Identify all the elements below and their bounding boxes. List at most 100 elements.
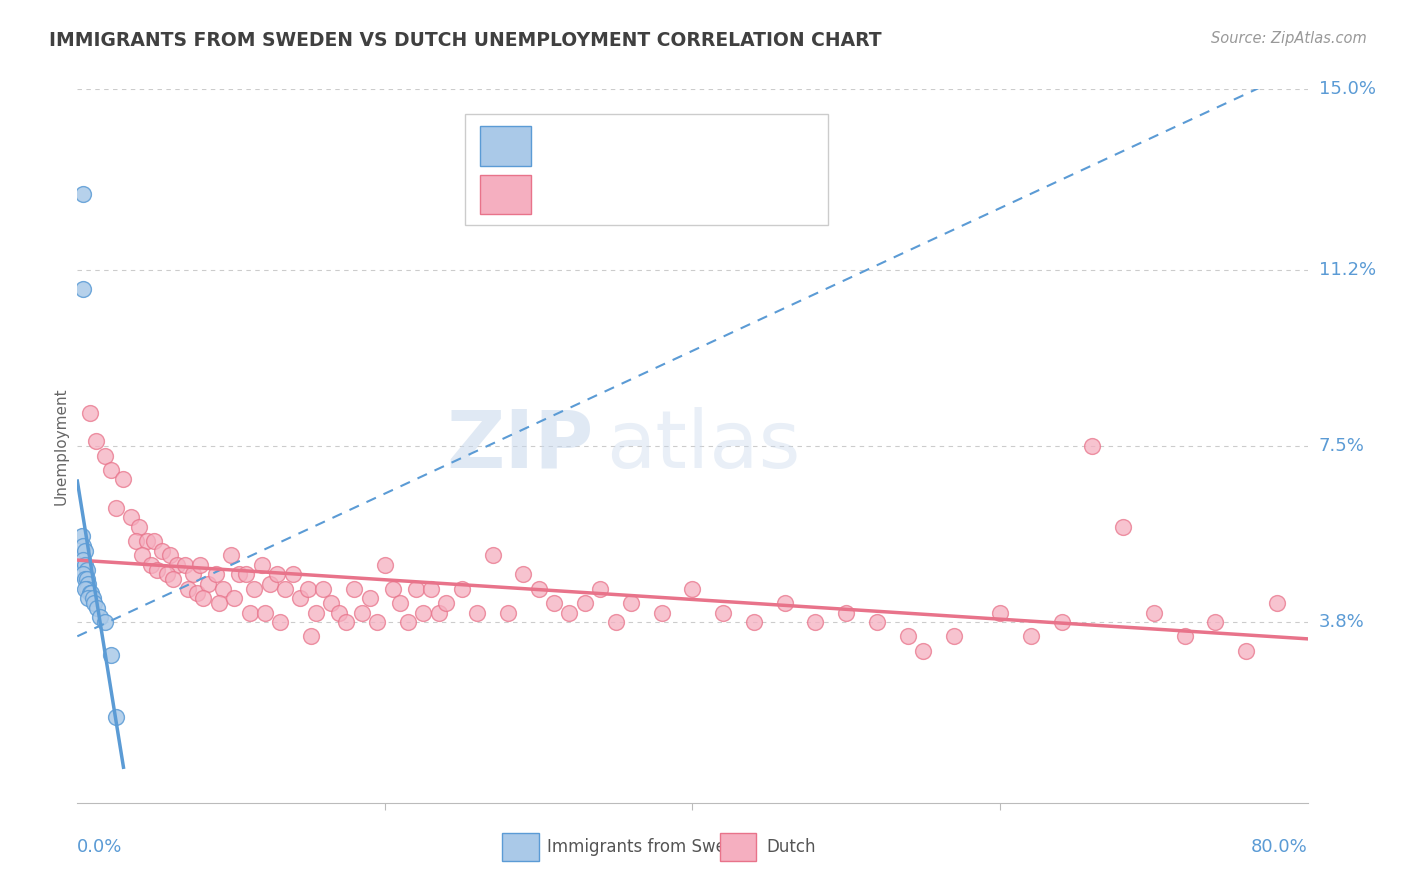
Point — [128, 520, 150, 534]
Point — [259, 577, 281, 591]
FancyBboxPatch shape — [502, 833, 538, 862]
Point — [239, 606, 262, 620]
Point — [72, 282, 94, 296]
Point — [427, 606, 450, 620]
Point — [72, 186, 94, 201]
Point — [197, 577, 219, 591]
Point — [527, 582, 550, 596]
Point — [804, 615, 827, 629]
FancyBboxPatch shape — [465, 114, 828, 225]
Point — [174, 558, 197, 572]
Text: atlas: atlas — [606, 407, 800, 485]
Point — [104, 500, 127, 515]
Point — [1081, 439, 1104, 453]
Text: Dutch: Dutch — [766, 838, 815, 856]
Point — [94, 449, 117, 463]
Point — [72, 539, 94, 553]
Text: 7.5%: 7.5% — [1319, 437, 1365, 455]
Point — [80, 586, 103, 600]
Point — [496, 606, 519, 620]
Point — [155, 567, 177, 582]
Point — [112, 472, 135, 486]
Point — [374, 558, 396, 572]
Point — [1265, 596, 1288, 610]
Point — [166, 558, 188, 572]
Point — [181, 567, 204, 582]
FancyBboxPatch shape — [720, 833, 756, 862]
Point — [208, 596, 231, 610]
Point — [389, 596, 412, 610]
Text: 11.2%: 11.2% — [1319, 261, 1376, 279]
Point — [228, 567, 250, 582]
Point — [1143, 606, 1166, 620]
Point — [290, 591, 312, 606]
Point — [100, 463, 122, 477]
Point — [1112, 520, 1135, 534]
Point — [84, 434, 107, 449]
Point — [86, 600, 108, 615]
Point — [574, 596, 596, 610]
Point — [125, 534, 148, 549]
Point — [343, 582, 366, 596]
Point — [73, 572, 96, 586]
Point — [682, 582, 704, 596]
Point — [305, 606, 328, 620]
Text: R =  0.087    N = 24: R = 0.087 N = 24 — [546, 136, 742, 154]
Point — [224, 591, 246, 606]
Point — [79, 586, 101, 600]
Point — [1019, 629, 1042, 643]
Point — [73, 543, 96, 558]
Text: R = -0.417    N = 95: R = -0.417 N = 95 — [546, 186, 742, 203]
Point — [1204, 615, 1226, 629]
Point — [897, 629, 920, 643]
Point — [1174, 629, 1197, 643]
Point — [212, 582, 235, 596]
Point — [243, 582, 266, 596]
Point — [359, 591, 381, 606]
Point — [82, 591, 104, 606]
Point — [146, 563, 169, 577]
Point — [450, 582, 472, 596]
Point — [193, 591, 215, 606]
Point — [350, 606, 373, 620]
Point — [150, 543, 173, 558]
Point — [72, 567, 94, 582]
Point — [77, 591, 100, 606]
Text: 80.0%: 80.0% — [1251, 838, 1308, 855]
Point — [366, 615, 388, 629]
Point — [605, 615, 627, 629]
Point — [76, 563, 98, 577]
Point — [266, 567, 288, 582]
Text: Source: ZipAtlas.com: Source: ZipAtlas.com — [1211, 31, 1367, 46]
Point — [141, 558, 163, 572]
Point — [651, 606, 673, 620]
Point — [76, 582, 98, 596]
Point — [250, 558, 273, 572]
Point — [412, 606, 434, 620]
Point — [405, 582, 427, 596]
Point — [73, 582, 96, 596]
Point — [281, 567, 304, 582]
Point — [219, 549, 242, 563]
Point — [312, 582, 335, 596]
Point — [188, 558, 212, 572]
Point — [253, 606, 276, 620]
Point — [396, 615, 419, 629]
Point — [711, 606, 734, 620]
Point — [143, 534, 166, 549]
Point — [83, 596, 105, 610]
Point — [299, 629, 322, 643]
Text: 0.0%: 0.0% — [77, 838, 122, 855]
Point — [131, 549, 153, 563]
Point — [1234, 643, 1257, 657]
Y-axis label: Unemployment: Unemployment — [53, 387, 69, 505]
Point — [162, 572, 184, 586]
Point — [335, 615, 357, 629]
Point — [942, 629, 965, 643]
Point — [1050, 615, 1073, 629]
Point — [589, 582, 612, 596]
Point — [76, 572, 98, 586]
Point — [73, 558, 96, 572]
Point — [70, 529, 93, 543]
Point — [988, 606, 1011, 620]
